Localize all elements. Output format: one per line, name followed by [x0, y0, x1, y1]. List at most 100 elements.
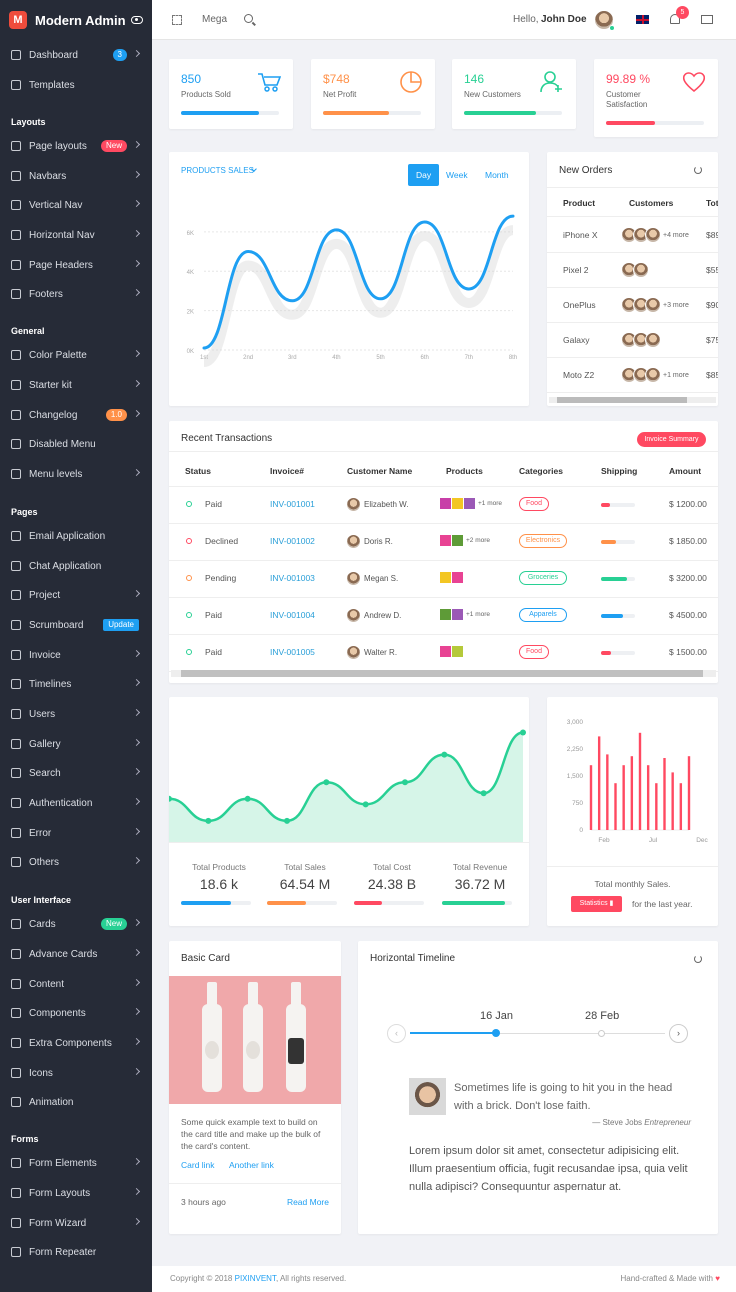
x-tick-label: 2nd [243, 355, 253, 361]
tx-amount: $ 3200.00 [669, 573, 707, 583]
summary-label: Total Cost [373, 862, 411, 872]
greeting: Hello, [513, 14, 539, 25]
tx-invoice-link[interactable]: INV-001002 [270, 536, 315, 546]
sidebar-item-form-repeater[interactable]: Form Repeater [0, 1241, 152, 1263]
brand[interactable]: M Modern Admin [0, 0, 152, 40]
timeline-prev-button[interactable]: ‹ [387, 1024, 406, 1043]
category-badge: Groceries [519, 571, 567, 585]
shipping-progress-fill [601, 503, 610, 507]
read-more-link[interactable]: Read More [286, 1197, 329, 1207]
refresh-icon[interactable] [694, 955, 702, 963]
sidebar-item-footers[interactable]: Footers [0, 283, 152, 305]
refresh-icon[interactable] [694, 166, 702, 174]
sidebar-item-users[interactable]: Users [0, 703, 152, 725]
sidebar-item-templates[interactable]: Templates [0, 74, 152, 96]
card-link[interactable]: Card link [181, 1160, 215, 1170]
stat-value: $748 [323, 72, 350, 86]
sidebar-item-menu-levels[interactable]: Menu levels [0, 463, 152, 485]
another-link[interactable]: Another link [229, 1160, 274, 1170]
tab-week[interactable]: Week [446, 170, 468, 180]
sidebar-item-page-layouts[interactable]: Page layouts New [0, 135, 152, 157]
sidebar-item-vertical-nav[interactable]: Vertical Nav [0, 194, 152, 216]
shipping-progress-fill [601, 614, 624, 618]
sidebar-item-disabled-menu[interactable]: Disabled Menu [0, 433, 152, 455]
lock-icon [11, 798, 21, 808]
product-thumbnail [440, 572, 451, 583]
sidebar-item-invoice[interactable]: Invoice [0, 644, 152, 666]
sidebar-item-form-wizard[interactable]: Form Wizard [0, 1212, 152, 1234]
sidebar-item-form-elements[interactable]: Form Elements [0, 1152, 152, 1174]
uk-flag-icon[interactable] [636, 15, 649, 24]
tx-invoice-link[interactable]: INV-001001 [270, 499, 315, 509]
search-icon[interactable] [244, 14, 253, 23]
tx-invoice-link[interactable]: INV-001004 [270, 610, 315, 620]
timeline-dot[interactable] [598, 1030, 605, 1037]
mail-icon[interactable] [701, 15, 713, 24]
divider [169, 560, 718, 561]
tx-invoice-link[interactable]: INV-001005 [270, 647, 315, 657]
sidebar-item-advance-cards[interactable]: Advance Cards [0, 943, 152, 965]
sidebar-item-chat-application[interactable]: Chat Application [0, 555, 152, 577]
sidebar-item-icons[interactable]: Icons [0, 1062, 152, 1084]
sidebar-item-color-palette[interactable]: Color Palette [0, 344, 152, 366]
sidebar-item-changelog[interactable]: Changelog 1.0 [0, 404, 152, 426]
divider [547, 216, 718, 217]
invoice-summary-button[interactable]: Invoice Summary [637, 432, 706, 447]
sidebar-item-horizontal-nav[interactable]: Horizontal Nav [0, 224, 152, 246]
sidebar-item-starter-kit[interactable]: Starter kit [0, 374, 152, 396]
sidebar-toggle-icon[interactable] [131, 16, 143, 24]
wizard-icon [11, 1218, 21, 1228]
sidebar-item-dashboard[interactable]: Dashboard 3 [0, 44, 152, 66]
sidebar-item-others[interactable]: Others [0, 851, 152, 873]
category-badge: Electronics [519, 534, 567, 548]
horizontal-scrollbar[interactable] [171, 670, 716, 677]
chevron-right-icon [132, 918, 141, 927]
timeline-date-2[interactable]: 28 Feb [585, 1010, 620, 1022]
bell-icon[interactable] [670, 14, 680, 24]
statistics-button[interactable]: Statistics ▮ [571, 896, 622, 912]
sidebar-item-cards[interactable]: Cards New [0, 913, 152, 935]
products-sales-chart: 0K 2K 4K 6K 1st 2nd 3rd 4th 5th 6th 7th 8th [187, 214, 517, 368]
stat-label: Customer Satisfaction [606, 90, 648, 109]
user-name[interactable]: John Doe [541, 14, 587, 25]
sidebar-item-search[interactable]: Search [0, 762, 152, 784]
grid-icon [11, 1008, 21, 1018]
tab-day[interactable]: Day [408, 164, 440, 186]
horizontal-scrollbar[interactable] [549, 397, 716, 403]
sidebar-item-scrumboard[interactable]: Scrumboard Update [0, 614, 152, 636]
sidebar-item-email-application[interactable]: Email Application [0, 525, 152, 547]
mega-menu-link[interactable]: Mega [202, 14, 228, 25]
sidebar-item-timelines[interactable]: Timelines [0, 673, 152, 695]
timeline-dot-active[interactable] [492, 1029, 500, 1037]
sidebar-item-content[interactable]: Content [0, 973, 152, 995]
sidebar-item-components[interactable]: Components [0, 1002, 152, 1024]
sidebar-item-navbars[interactable]: Navbars [0, 165, 152, 187]
tx-products: +1 more [440, 609, 490, 620]
order-customers: +4 more [621, 227, 689, 243]
sidebar-item-gallery[interactable]: Gallery [0, 733, 152, 755]
tx-amount: $ 1200.00 [669, 499, 707, 509]
notification-badge: 5 [676, 6, 689, 19]
footer-brand-link[interactable]: PIXINVENT [234, 1274, 276, 1283]
order-customers: +3 more [621, 297, 689, 313]
sidebar-item-form-layouts[interactable]: Form Layouts [0, 1182, 152, 1204]
sidebar-item-error[interactable]: Error [0, 822, 152, 844]
sidebar-item-page-headers[interactable]: Page Headers [0, 254, 152, 276]
timeline-next-button[interactable]: › [669, 1024, 688, 1043]
tx-invoice-link[interactable]: INV-001003 [270, 573, 315, 583]
footer: Copyright © 2018 PIXINVENT, All rights r… [152, 1266, 736, 1292]
sidebar-item-authentication[interactable]: Authentication [0, 792, 152, 814]
sidebar-item-extra-components[interactable]: Extra Components [0, 1032, 152, 1054]
bar [597, 736, 601, 830]
fullscreen-icon[interactable] [172, 15, 182, 25]
sidebar-item-project[interactable]: Project [0, 584, 152, 606]
sidebar-item-label: Form Repeater [29, 1246, 97, 1258]
tab-month[interactable]: Month [485, 170, 509, 180]
basic-card-title: Basic Card [181, 953, 230, 964]
eye-off-icon [11, 439, 21, 449]
products-sales-title[interactable]: PRODUCTS SALES [181, 166, 254, 175]
timeline-date-1[interactable]: 16 Jan [480, 1010, 514, 1022]
sidebar-item-animation[interactable]: Animation [0, 1091, 152, 1113]
nav-section-layouts: Layouts [11, 117, 46, 127]
stat-progress-fill [323, 111, 389, 115]
